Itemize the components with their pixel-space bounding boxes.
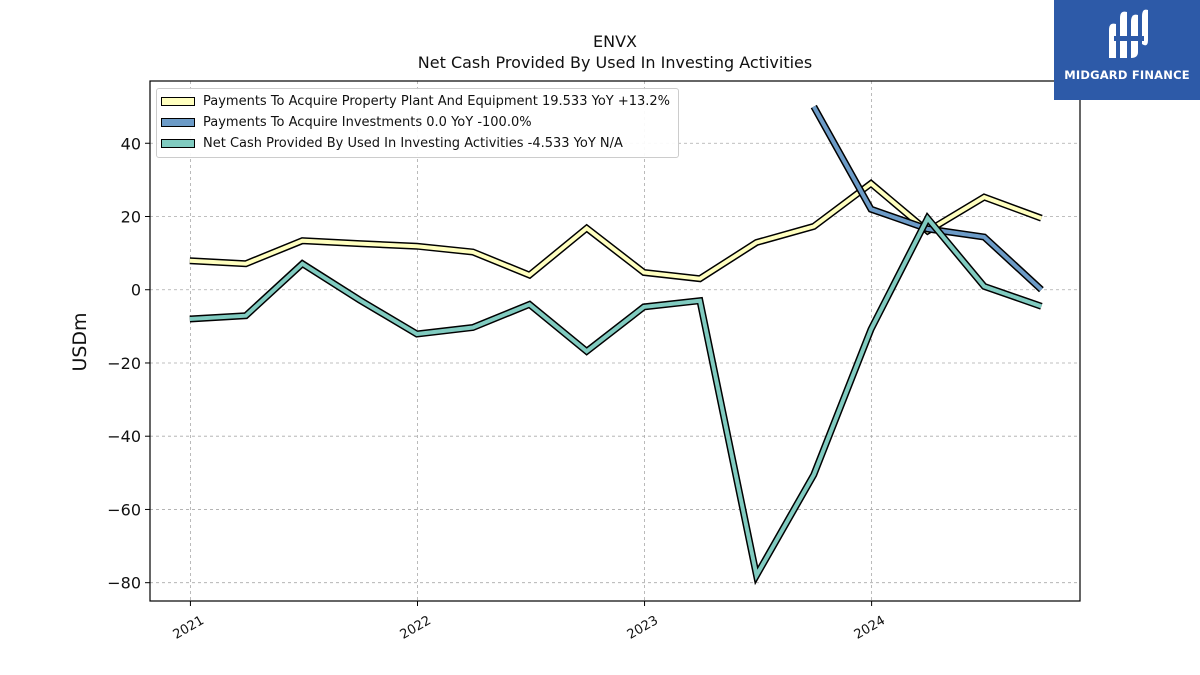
series-ppe (189, 179, 1043, 283)
legend-label-net-cash: Net Cash Provided By Used In Investing A… (203, 136, 623, 151)
legend-swatch-investments (161, 118, 195, 127)
brand-logo: MIDGARD FINANCE (1054, 0, 1200, 100)
brand-name: MIDGARD FINANCE (1064, 68, 1190, 82)
legend-label-investments: Payments To Acquire Investments 0.0 YoY … (203, 115, 532, 130)
series-investments-line (812, 105, 1043, 292)
legend: Payments To Acquire Property Plant And E… (156, 88, 680, 158)
x-tick-label: 2022 (398, 613, 434, 643)
chart-title: ENVX (593, 32, 637, 51)
legend-label-ppe: Payments To Acquire Property Plant And E… (203, 94, 671, 109)
series-net-cash (189, 211, 1043, 586)
y-axis-label: USDm (69, 312, 91, 372)
y-tick-label: 20 (121, 207, 141, 226)
series-net-cash-line (189, 214, 1043, 582)
y-tick-label: −20 (107, 354, 141, 373)
legend-item-ppe: Payments To Acquire Property Plant And E… (161, 91, 670, 112)
legend-swatch-net-cash (161, 139, 195, 148)
series-ppe-outline (189, 179, 1043, 283)
series-ppe-line (189, 180, 1043, 281)
legend-swatch-ppe (161, 97, 195, 106)
x-tick-label: 2024 (852, 613, 888, 643)
series-layer (189, 104, 1044, 586)
series-investments (810, 104, 1044, 293)
y-tick-label: 0 (131, 281, 141, 300)
x-tick-label: 2023 (625, 613, 661, 643)
grid-lines (150, 81, 1080, 601)
axes: −80 −60 −40 −20 0 20 40 2021 2022 2023 2024 (107, 134, 888, 642)
legend-item-net-cash: Net Cash Provided By Used In Investing A… (161, 133, 670, 154)
midgard-logo-icon (1109, 9, 1148, 59)
plot-frame (149, 80, 1081, 602)
legend-item-investments: Payments To Acquire Investments 0.0 YoY … (161, 112, 670, 133)
y-tick-label: −60 (107, 500, 141, 519)
y-tick-label: −40 (107, 427, 141, 446)
chart-subtitle: Net Cash Provided By Used In Investing A… (417, 53, 813, 72)
y-tick-label: 40 (121, 134, 141, 153)
x-tick-label: 2021 (171, 613, 207, 643)
y-tick-label: −80 (107, 574, 141, 593)
